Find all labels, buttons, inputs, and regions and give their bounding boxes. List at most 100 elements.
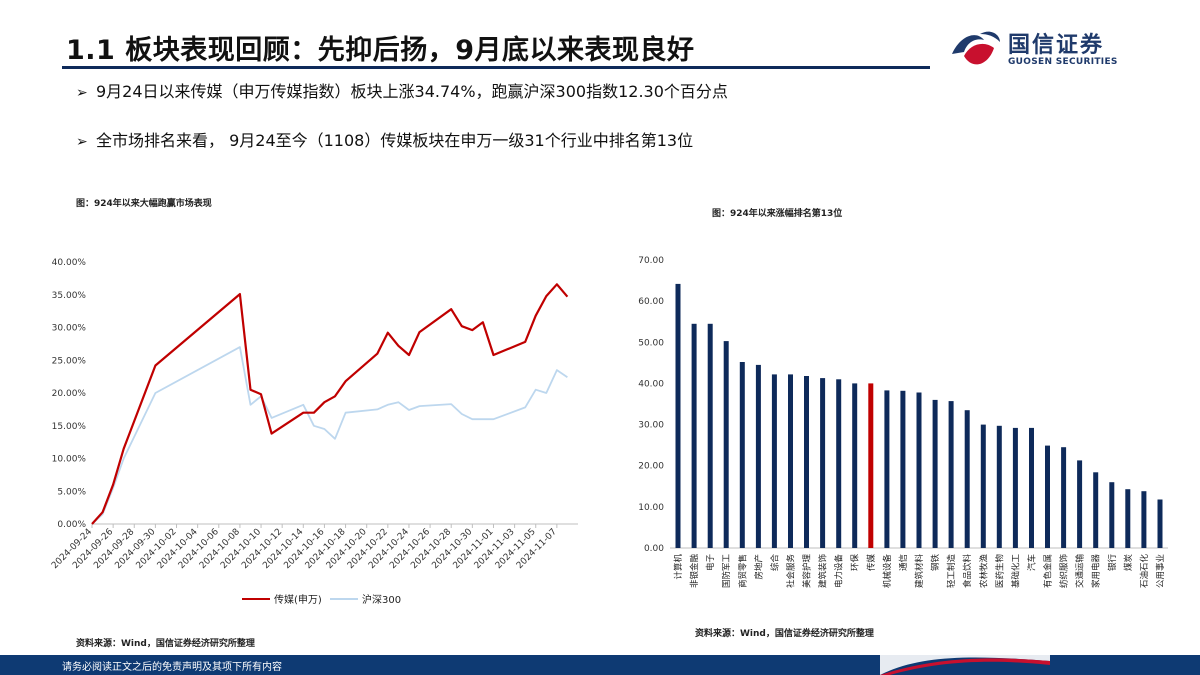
bullet-arrow-icon: ➢ [76,85,88,101]
bar [836,379,842,548]
x-tick-label: 传媒 [866,554,877,572]
y-tick-label: 0.00 [644,544,664,554]
line-chart-source: 资料来源：Wind，国信证券经济研究所整理 [76,639,255,649]
y-tick-label: 20.00 [638,462,664,472]
bar [852,383,858,548]
x-tick-label: 钢铁 [930,554,941,572]
bar [788,374,793,548]
bar [964,410,970,548]
y-tick-label: 40.00% [52,258,87,268]
y-tick-label: 60.00 [638,297,664,307]
guosen-logo: 国信证券 GUOSEN SECURITIES [950,24,1150,74]
footer-swoosh-icon [880,655,1050,675]
bar [932,399,938,548]
x-tick-label: 非银金融 [689,554,700,589]
bar [755,364,761,548]
bar [691,323,697,548]
y-tick-label: 10.00% [52,455,87,465]
bar [675,283,681,548]
bar [1029,427,1034,548]
bar [1141,491,1147,548]
bullet-point-2: ➢ 全市场排名来看， 9月24至今（1108）传媒板块在申万一级31个行业中排名第… [76,127,693,151]
bar [900,390,906,548]
y-tick-label: 10.00 [638,503,664,513]
line-chart: 0.00% 5.00% 10.00% 15.00% 20.00% 25.00% 30.00%… [50,258,578,606]
x-tick-label: 农林牧渔 [978,554,989,589]
bullet-text: 全市场排名来看， 9月24至今（1108）传媒板块在申万一级31个行业中排名第1… [96,131,694,150]
x-tick-label: 医药生物 [994,554,1005,589]
bar [1061,447,1067,548]
bar [723,341,729,548]
footer-bar: 请务必阅读正文之后的免责声明及其项下所有内容 [0,655,1200,675]
y-tick-label: 70.00 [638,256,664,266]
bar [1093,472,1099,548]
x-tick-label: 商贸零售 [737,554,748,588]
bar [1125,489,1131,548]
x-tick-label: 计算机 [673,554,684,580]
x-tick-label: 交通运输 [1075,554,1086,589]
logo-mark-icon [952,31,1000,65]
bar [820,378,826,548]
x-tick-label: 国防军工 [721,554,732,589]
bar [739,362,745,548]
x-tick-label: 基础化工 [1010,554,1021,589]
x-tick-label: 建筑材料 [914,554,925,589]
x-tick-label: 有色金属 [1043,554,1054,588]
logo-name-en: GUOSEN SECURITIES [1008,57,1118,67]
y-tick-label: 30.00% [52,324,87,334]
x-tick-label: 综合 [769,554,780,572]
bar [948,401,954,548]
x-tick-label: 环保 [850,554,861,572]
bar [884,390,890,548]
legend-label: 沪深300 [362,593,401,606]
x-tick-label: 轻工制造 [946,554,957,589]
bar [868,383,874,548]
x-tick-label: 汽车 [1027,554,1038,571]
bullet-text: 9月24日以来传媒（申万传媒指数）板块上涨34.74%，跑赢沪深300指数12.… [96,82,728,101]
x-tick-label: 石油石化 [1139,554,1150,589]
line-chart-caption: 图：924年以来大幅跑赢市场表现 [76,199,212,209]
y-tick-label: 5.00% [57,487,86,497]
bar [804,376,809,548]
x-tick-label: 电子 [705,554,716,572]
bar-chart: 0.00 10.00 20.00 30.00 40.00 50.00 60.00 70.00 计… [638,256,1168,589]
bar [1077,460,1083,548]
y-tick-label: 30.00 [638,421,664,431]
y-tick-label: 20.00% [52,389,87,399]
x-tick-label: 社会服务 [786,554,797,589]
legend-label: 传媒(申万) [274,593,322,606]
x-tick-label: 电力设备 [834,554,845,589]
bar [916,392,922,548]
logo-name-cn: 国信证券 [1008,33,1105,58]
x-tick-label: 美容护理 [802,554,813,589]
bar [771,374,777,548]
y-tick-label: 25.00% [52,356,87,366]
x-tick-label: 食品饮料 [962,554,973,589]
bar [1012,427,1018,548]
bullet-point-1: ➢ 9月24日以来传媒（申万传媒指数）板块上涨34.74%，跑赢沪深300指数12… [76,78,728,102]
x-tick-label: 建筑装饰 [818,554,829,589]
bar [1157,499,1163,548]
bullet-arrow-icon: ➢ [76,134,88,150]
x-tick-label: 煤炭 [1123,554,1134,572]
x-tick-label: 机械设备 [882,554,893,589]
bar-chart-caption: 图：924年以来涨幅排名第13位 [712,209,843,219]
y-tick-label: 15.00% [52,422,87,432]
x-tick-label: 纺织服饰 [1059,554,1070,589]
footer-disclaimer: 请务必阅读正文之后的免责声明及其项下所有内容 [62,662,282,673]
x-tick-label: 家用电器 [1091,554,1102,589]
bar [1045,445,1050,548]
y-tick-label: 40.00 [638,379,664,389]
series-line-media [91,283,569,525]
x-tick-label: 银行 [1107,554,1118,572]
bar [996,425,1002,548]
y-tick-label: 0.00% [57,520,86,530]
bar [707,323,713,548]
title-underline [62,66,930,69]
page-title: 1.1 板块表现回顾：先抑后扬，9月底以来表现良好 [66,35,695,66]
x-tick-label: 通信 [898,554,909,572]
series-line-csi300 [91,346,568,525]
bar [1109,482,1115,548]
x-tick-label: 公用事业 [1155,554,1166,588]
y-tick-label: 35.00% [52,291,87,301]
